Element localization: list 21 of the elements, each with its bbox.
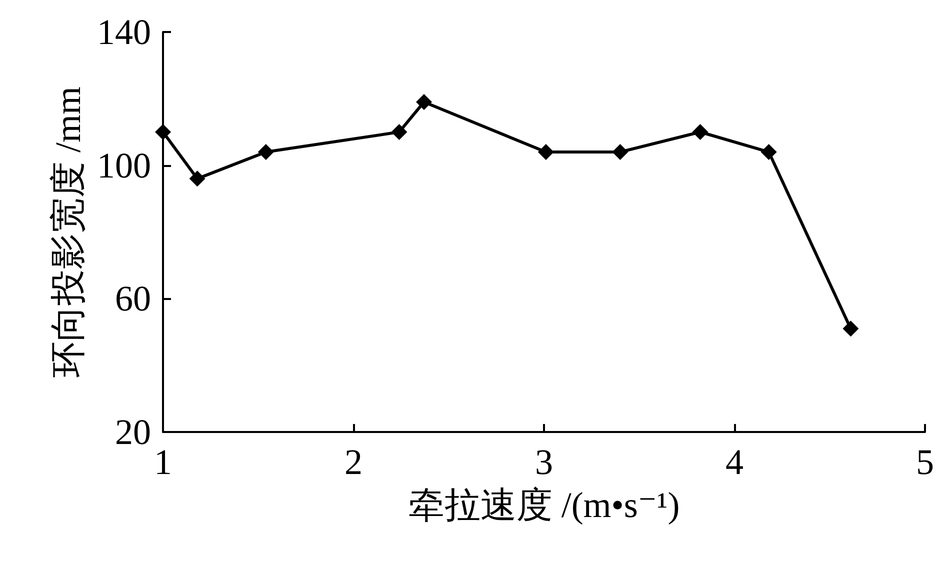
point	[538, 144, 554, 160]
point	[760, 144, 777, 160]
point	[155, 124, 171, 140]
point	[842, 320, 859, 337]
y-tick-label: 100	[97, 145, 151, 186]
point	[692, 124, 708, 140]
x-axis-title: 牵拉速度 /(m•s⁻¹)	[408, 485, 680, 525]
x-tick-label: 4	[726, 442, 744, 482]
x-tick-label: 2	[344, 442, 362, 482]
y-axis-title: 环向投影宽度 /mm	[48, 86, 88, 378]
x-tick-label: 1	[154, 442, 172, 482]
x-tick-label: 3	[535, 442, 553, 482]
y-tick-label: 140	[97, 12, 151, 52]
y-tick-label: 20	[115, 412, 151, 452]
y-tick-label: 60	[115, 278, 151, 319]
x-tick-label: 5	[916, 442, 934, 482]
point	[391, 124, 408, 140]
point	[416, 94, 432, 110]
point	[258, 144, 274, 160]
point	[612, 144, 628, 160]
point	[189, 170, 206, 187]
